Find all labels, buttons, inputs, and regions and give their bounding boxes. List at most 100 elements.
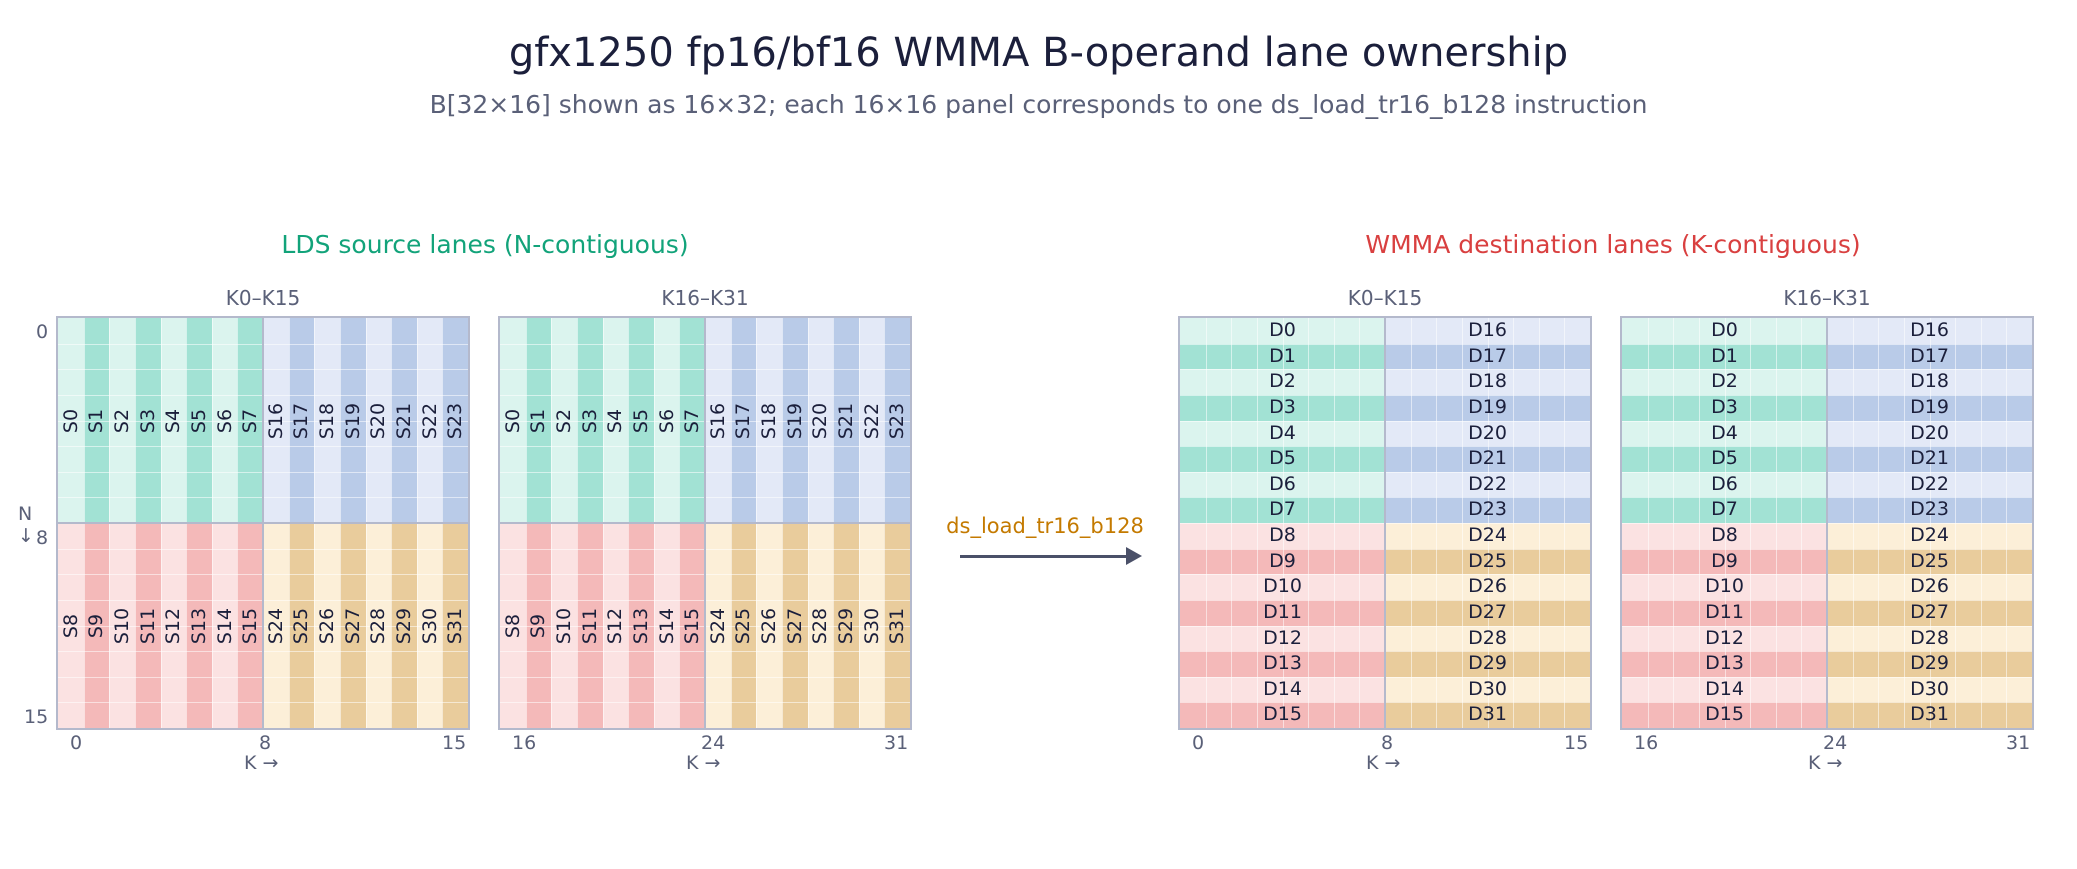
source-lane-label: S20 [367,402,390,439]
y-axis-arrow-icon: ↓ [18,525,34,547]
source-lane-label: S29 [392,607,415,644]
destination-lane-label: D10 [1705,575,1744,598]
source-lane-label: S4 [162,408,185,433]
destination-lane-label: D24 [1910,524,1949,546]
destination-lane-label: D16 [1468,319,1507,341]
destination-lane-label: D15 [1705,703,1744,726]
destination-lane-label: D21 [1910,447,1949,470]
source-lane-label: S13 [629,607,652,644]
destination-lane-label: D12 [1263,626,1302,649]
destination-panel-0-x-tick: 8 [1381,732,1394,754]
source-lane-label: S31 [444,607,467,644]
source-lane-label: S30 [418,607,441,644]
grid-line [1980,318,1982,728]
destination-lane-label: D5 [1269,447,1296,470]
source-panel-0-x-tick: 15 [442,732,467,754]
destination-lane-label: D3 [1269,395,1296,418]
destination-lane-label: D7 [1711,498,1738,521]
destination-lane-label: D17 [1910,344,1949,367]
source-lane-label: S8 [59,613,82,638]
source-lane-label: S21 [392,402,415,439]
destination-lane-label: D27 [1910,600,1949,623]
source-lane-label: S17 [290,402,313,439]
destination-lane-label: D25 [1910,549,1949,572]
panel-divider [58,522,468,524]
source-lanes-heading: LDS source lanes (N-contiguous) [281,230,689,259]
destination-lane-label: D1 [1269,344,1296,367]
source-lane-label: S5 [629,408,652,433]
grid-line [1903,318,1905,728]
destination-lane-label: D3 [1711,395,1738,418]
source-lane-label: S22 [860,402,883,439]
destination-lane-label: D18 [1910,370,1949,393]
source-panel-0-label: K0–K15 [225,286,301,310]
source-lane-label: S29 [834,607,857,644]
destination-lane-label: D11 [1263,600,1302,623]
destination-lane-label: D0 [1711,319,1738,341]
destination-lane-label: D1 [1711,344,1738,367]
destination-lane-label: D4 [1269,421,1296,444]
destination-lane-label: D16 [1910,319,1949,341]
source-lane-label: S14 [655,607,678,644]
source-panel-1-x-axis-label: K → [686,752,721,774]
destination-lane-label: D4 [1711,421,1738,444]
source-lane-label: S5 [187,408,210,433]
source-lane-label: S7 [239,408,262,433]
source-lane-label: S1 [85,408,108,433]
source-lane-label: S4 [604,408,627,433]
panel-divider [500,522,910,524]
destination-lane-label: D20 [1468,421,1507,444]
source-lane-label: S16 [706,402,729,439]
destination-panel-1-x-tick: 16 [1634,732,1659,754]
source-lane-label: S19 [341,402,364,439]
destination-lane-label: D19 [1468,395,1507,418]
destination-lane-label: D15 [1263,703,1302,726]
arrow-label: ds_load_tr16_b128 [946,514,1144,538]
source-panel-1-label: K16–K31 [661,286,749,310]
source-lane-label: S27 [783,607,806,644]
source-lane-label: S12 [604,607,627,644]
destination-lane-label: D11 [1705,600,1744,623]
destination-lane-label: D20 [1910,421,1949,444]
destination-lane-label: D23 [1468,498,1507,521]
destination-lane-label: D8 [1711,524,1738,546]
destination-lane-label: D22 [1910,472,1949,495]
destination-lane-label: D5 [1711,447,1738,470]
destination-lane-label: D12 [1705,626,1744,649]
destination-panel-1-x-tick: 31 [2006,732,2031,754]
source-lane-label: S22 [418,402,441,439]
grid-line [1955,318,1957,728]
panel-divider [1384,318,1386,728]
destination-lane-label: D27 [1468,600,1507,623]
source-panel-0-x-axis-label: K → [244,752,279,774]
source-lane-label: S20 [809,402,832,439]
source-lane-label: S25 [290,607,313,644]
source-panel-1-x-tick: 16 [512,732,537,754]
destination-lane-label: D28 [1468,626,1507,649]
source-lane-label: S18 [758,402,781,439]
destination-lane-label: D28 [1910,626,1949,649]
destination-lane-label: D31 [1910,703,1949,726]
destination-lane-label: D31 [1468,703,1507,726]
destination-panel-0-x-axis-label: K → [1366,752,1401,774]
destination-lane-label: D6 [1269,472,1296,495]
destination-lane-label: D21 [1468,447,1507,470]
grid-line [1487,318,1489,728]
destination-panel-1: D0 D16 D1 D17 D2 D18 D3 D19 D4 D20 D5 D21 D6 D22 D7 D23… [1620,316,2034,730]
destination-lane-label: D14 [1263,677,1302,700]
page-subtitle: B[32×16] shown as 16×32; each 16×16 pane… [429,90,1648,119]
source-panel-1: S0 S1 S2 S3 S4 S5 S6 S7 S16 S17 S18 S19 S20 S21 S22 S23… [498,316,912,730]
source-lane-label: S30 [860,607,883,644]
destination-lane-label: D8 [1269,524,1296,546]
source-lane-label: S1 [527,408,550,433]
source-lane-label: S10 [553,607,576,644]
source-lane-label: S31 [886,607,909,644]
panel-divider [1826,318,1828,728]
source-lane-label: S6 [213,408,236,433]
source-lane-label: S12 [162,607,185,644]
destination-lane-label: D13 [1705,652,1744,675]
source-lane-label: S7 [681,408,704,433]
destination-panel-0: D0 D16 D1 D17 D2 D18 D3 D19 D4 D20 D5 D21 D6 D22 D7 D23… [1178,316,1592,730]
source-lane-label: S9 [85,613,108,638]
